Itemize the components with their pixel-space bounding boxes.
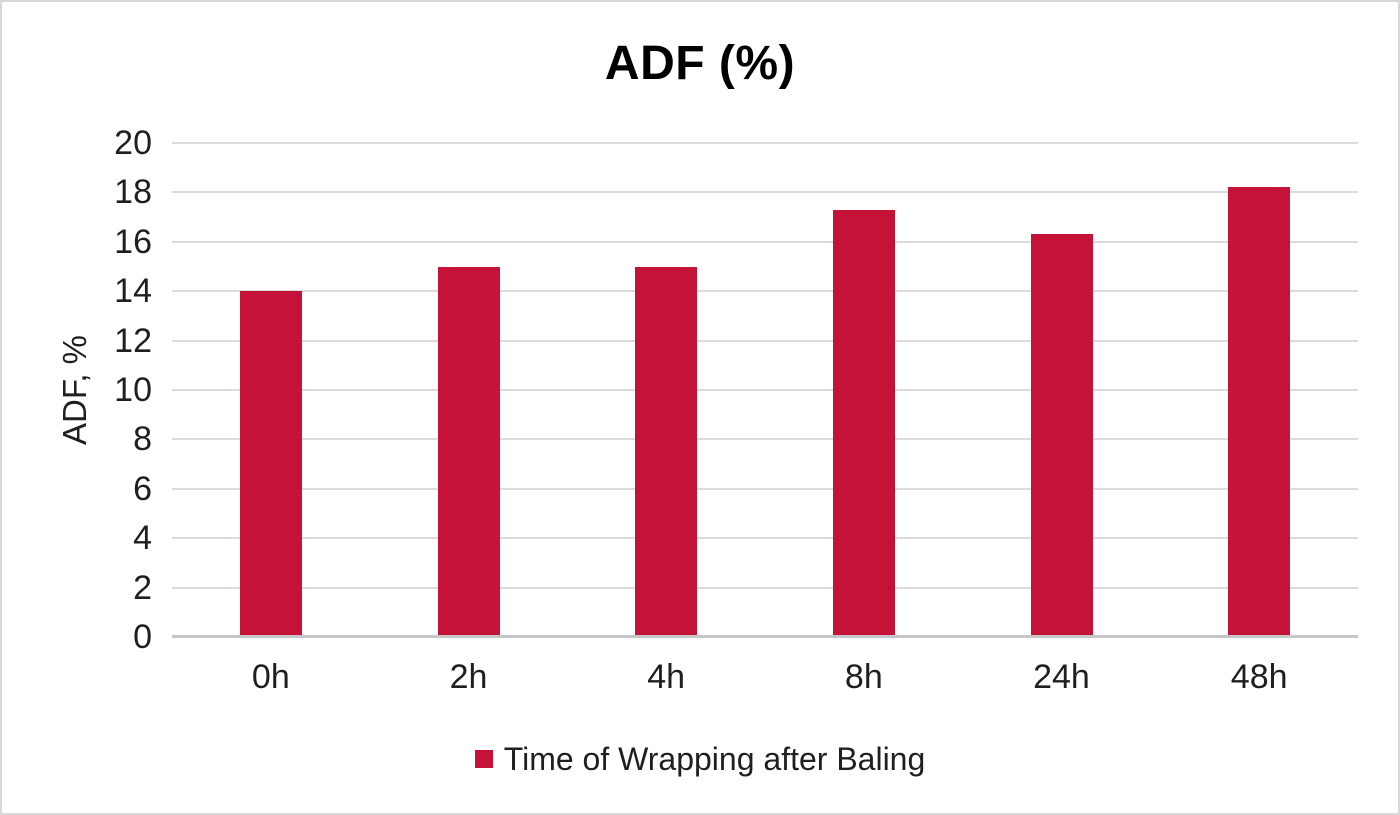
x-tick-label: 48h: [1230, 658, 1288, 696]
gridline: [172, 142, 1358, 144]
y-tick-label: 6: [133, 469, 152, 508]
x-tick-label: 0h: [251, 658, 290, 696]
bar-8h: [832, 209, 895, 637]
x-axis-line: [172, 635, 1358, 638]
x-tick-label: 2h: [449, 658, 488, 696]
gridline: [172, 586, 1358, 589]
x-tick-label: 24h: [1033, 658, 1090, 696]
gridline: [172, 339, 1358, 342]
gridline: [172, 487, 1358, 490]
gridline: [172, 191, 1358, 194]
y-tick-label: 0: [133, 618, 152, 656]
chart-title: ADF (%): [604, 37, 796, 90]
plot-area: [172, 142, 1358, 638]
bar-0h: [239, 291, 302, 637]
bar-2h: [437, 266, 500, 637]
y-tick-label: 8: [133, 420, 152, 459]
y-tick-label: 4: [133, 519, 152, 558]
legend: Time of Wrapping after Baling: [2, 738, 1398, 780]
bar-24h: [1030, 234, 1093, 637]
y-tick-label: 18: [114, 173, 152, 212]
gridline: [172, 438, 1358, 441]
x-tick-label: 8h: [844, 658, 883, 696]
gridline: [172, 290, 1358, 293]
bar-4h: [635, 266, 698, 637]
gridline: [172, 240, 1358, 243]
y-tick-label: 20: [114, 124, 152, 162]
legend-swatch-icon: [474, 750, 493, 768]
y-tick-label: 16: [114, 222, 152, 261]
legend-label: Time of Wrapping after Baling: [503, 740, 926, 777]
x-tick-label: 4h: [647, 658, 686, 696]
bar-48h: [1228, 187, 1291, 637]
gridline: [172, 389, 1358, 391]
gridline: [172, 537, 1358, 540]
y-tick-label: 12: [114, 321, 152, 360]
y-tick-label: 2: [133, 568, 152, 607]
y-tick-label: 10: [114, 371, 152, 409]
y-tick-label: 14: [114, 272, 152, 311]
